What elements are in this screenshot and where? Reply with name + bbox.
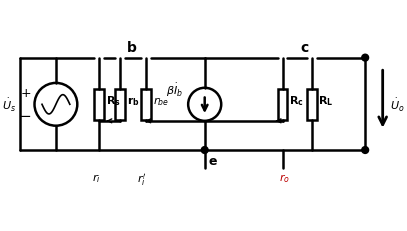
Text: e: e <box>208 154 217 167</box>
Text: $\dot{U}_o$: $\dot{U}_o$ <box>390 96 405 113</box>
Bar <box>278 89 287 120</box>
Text: −: − <box>19 109 32 124</box>
Bar <box>115 89 125 120</box>
Text: $r_i$: $r_i$ <box>92 172 101 184</box>
Text: $\mathbf{R_L}$: $\mathbf{R_L}$ <box>319 94 334 108</box>
Circle shape <box>362 55 369 62</box>
Text: $r_o$: $r_o$ <box>279 172 290 184</box>
Text: +: + <box>21 87 32 100</box>
Text: $r_{be}$: $r_{be}$ <box>153 95 169 107</box>
Bar <box>94 89 103 120</box>
Bar <box>307 89 317 120</box>
Text: $\dot{U}_s$: $\dot{U}_s$ <box>2 96 16 113</box>
Text: $\mathbf{R_c}$: $\mathbf{R_c}$ <box>289 94 304 108</box>
Circle shape <box>201 147 208 154</box>
Text: c: c <box>301 41 309 55</box>
Bar <box>142 89 151 120</box>
Circle shape <box>362 147 369 154</box>
Text: b: b <box>127 41 137 55</box>
Text: $\mathbf{R_s}$: $\mathbf{R_s}$ <box>105 94 120 108</box>
Text: $r_i'$: $r_i'$ <box>137 172 146 188</box>
Text: $\mathbf{r_b}$: $\mathbf{r_b}$ <box>127 95 140 107</box>
Text: $\beta \dot{I}_b$: $\beta \dot{I}_b$ <box>166 82 183 99</box>
